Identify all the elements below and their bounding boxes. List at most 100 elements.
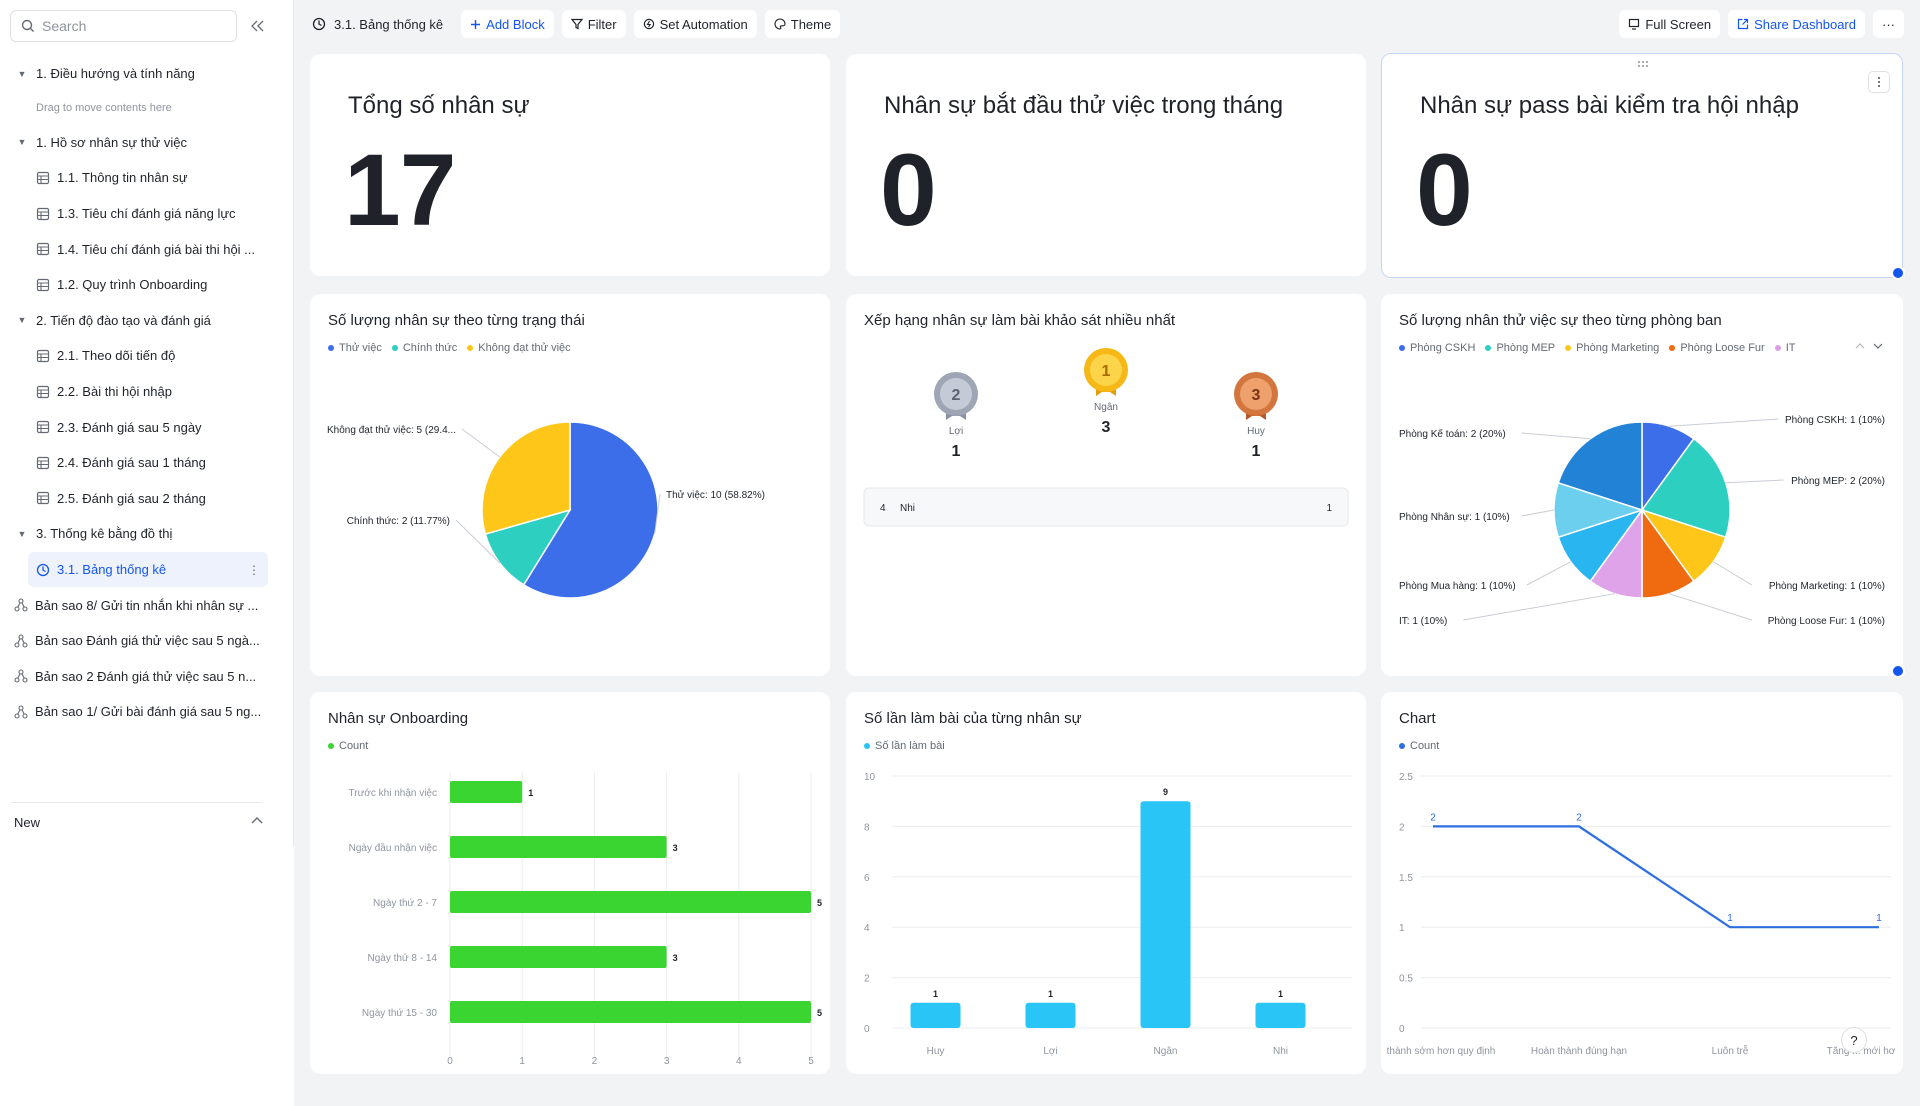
legend-item[interactable]: Count [1399, 740, 1439, 752]
bar[interactable] [1025, 1002, 1076, 1028]
caret-down-icon[interactable]: ▼ [17, 68, 27, 79]
help-button[interactable]: ? [1841, 1027, 1867, 1053]
sidebar-item[interactable]: 3.1. Bảng thống kê ⋮ [28, 551, 268, 588]
sidebar-item[interactable]: 2.5. Đánh giá sau 2 tháng [0, 481, 280, 517]
onboarding-bar-chart: 0 1 2 3 4 5 Trước khi nhận việc 1 Ngày đầu nhận … [349, 772, 822, 1067]
sidebar-item[interactable]: 2.1. Theo dõi tiến độ [0, 338, 280, 374]
sidebar-item[interactable]: 1.4. Tiêu chí đánh giá bài thi hội ... [0, 231, 280, 267]
sidebar-item-label: 1.1. Thông tin nhân sự [57, 170, 188, 186]
legend-item[interactable]: Phòng Marketing [1565, 342, 1659, 354]
bar[interactable] [1255, 1002, 1306, 1028]
chevron-up-icon[interactable] [1855, 342, 1865, 350]
sidebar-item-label: Drag to move contents here [36, 102, 172, 115]
kpi-title: Tổng số nhân sự [348, 92, 530, 119]
drag-handle-icon[interactable] [1636, 56, 1650, 74]
bar[interactable] [1140, 801, 1191, 1028]
sidebar-item[interactable]: 1.2. Quy trình Onboarding [0, 267, 280, 303]
bar[interactable] [450, 946, 667, 968]
sidebar-item[interactable]: ▼ 1. Điều hướng và tính năng [0, 56, 280, 92]
sidebar-item[interactable]: Bản sao 2 Đánh giá thử việc sau 5 n... [0, 659, 280, 695]
y-tick-label: 6 [864, 873, 870, 884]
bar[interactable] [450, 781, 523, 803]
caret-down-icon[interactable]: ▼ [17, 137, 27, 148]
sidebar-item[interactable]: 2.2. Bài thi hội nhập [0, 374, 280, 410]
bar[interactable] [450, 1001, 811, 1023]
search-input[interactable]: Search [10, 10, 237, 42]
data-label: 3 [673, 953, 678, 963]
chart-card-status-pie[interactable]: Số lượng nhân sự theo từng trạng thái Th… [310, 294, 830, 676]
chart-card-department-pie[interactable]: Số lượng nhân thử việc sự theo từng phòn… [1381, 294, 1903, 676]
resize-handle[interactable] [1891, 266, 1905, 280]
theme-button[interactable]: Theme [764, 10, 841, 38]
legend-item[interactable]: Count [328, 740, 368, 752]
sidebar-item[interactable]: 1.1. Thông tin nhân sự [0, 160, 280, 196]
more-icon[interactable]: ⋮ [248, 562, 260, 577]
pie-slice[interactable] [481, 421, 571, 536]
collapse-sidebar-icon[interactable] [248, 16, 268, 36]
sidebar-item[interactable]: Bản sao 1/ Gửi bài đánh giá sau 5 ng... [0, 694, 280, 730]
pie-leader-line [1712, 561, 1753, 586]
table-icon [36, 492, 50, 505]
chart-card-onboarding[interactable]: Nhân sự Onboarding Count 0 1 2 3 4 5 Trước khi… [310, 692, 830, 1074]
sidebar-item[interactable]: 2.3. Đánh giá sau 5 ngày [0, 409, 280, 445]
sidebar-item[interactable]: Bản sao Đánh giá thử việc sau 5 ngà... [0, 623, 280, 659]
pie-slice[interactable] [1640, 437, 1731, 539]
sidebar-item-label: 1.3. Tiêu chí đánh giá năng lực [57, 206, 236, 222]
caret-down-icon[interactable]: ▼ [17, 315, 27, 326]
ranking-row[interactable] [863, 487, 1349, 527]
y-tick-label: Ngày thứ 2 - 7 [373, 898, 437, 909]
medal-rank: 3 [1252, 387, 1261, 404]
y-tick-label: Ngày thứ 8 - 14 [367, 953, 437, 964]
sidebar-item[interactable]: ▼ 1. Hồ sơ nhân sự thử việc [0, 125, 280, 161]
legend-item[interactable]: Phòng CSKH [1399, 342, 1475, 354]
legend-item[interactable]: IT [1774, 342, 1795, 354]
set-automation-button[interactable]: Set Automation [633, 10, 757, 38]
ranking-card[interactable]: Xếp hạng nhân sự làm bài khảo sát nhiều … [846, 294, 1366, 676]
add-block-button[interactable]: Add Block [461, 10, 554, 38]
legend-pager[interactable] [1855, 342, 1883, 350]
chart-card-attempts[interactable]: Số lần làm bài của từng nhân sự Số lần l… [846, 692, 1366, 1074]
chevron-down-icon[interactable] [1873, 342, 1883, 350]
kpi-card-start-trial[interactable]: Nhân sự bắt đầu thử việc trong tháng 0 [846, 54, 1366, 276]
full-screen-button[interactable]: Full Screen [1619, 10, 1721, 38]
legend-item[interactable]: Số lần làm bài [864, 740, 945, 752]
bar[interactable] [910, 1002, 961, 1028]
sidebar-item[interactable]: ▼ 2. Tiến độ đào tạo và đánh giá [0, 303, 280, 339]
sidebar-item[interactable]: 1.3. Tiêu chí đánh giá năng lực [0, 196, 280, 232]
resize-handle[interactable] [1891, 664, 1905, 678]
kpi-card-total-staff[interactable]: Tổng số nhân sự 17 [310, 54, 830, 276]
pie-leader-line [654, 493, 661, 535]
sidebar-item[interactable]: Bản sao 8/ Gửi tin nhắn khi nhân sự ... [0, 587, 280, 623]
automation-icon [643, 18, 654, 30]
search-icon [21, 19, 34, 32]
chart-legend: Phòng CSKH Phòng MEP Phòng Marketing Phòng … [1399, 342, 1805, 354]
legend-item[interactable]: Phòng MEP [1485, 342, 1555, 354]
filter-button[interactable]: Filter [561, 10, 626, 38]
pie-slice[interactable] [1557, 421, 1643, 512]
legend-item[interactable]: Chính thức [391, 342, 457, 354]
sidebar-item[interactable]: ▼ 3. Thống kê bằng đồ thị [0, 516, 280, 552]
kpi-card-pass-test[interactable]: Nhân sự pass bài kiểm tra hội nhập 0 [1381, 53, 1903, 278]
caret-down-icon[interactable]: ▼ [17, 528, 27, 539]
new-section[interactable]: New [14, 815, 264, 830]
share-dashboard-button[interactable]: Share Dashboard [1728, 10, 1865, 38]
legend-item[interactable]: Không đạt thử việc [467, 342, 571, 354]
data-label: 1 [1876, 913, 1882, 924]
sidebar-item-label: 2.4. Đánh giá sau 1 tháng [57, 455, 206, 471]
sidebar-item[interactable]: 2.4. Đánh giá sau 1 tháng [0, 445, 280, 481]
search-placeholder: Search [42, 18, 87, 34]
bar[interactable] [450, 891, 811, 913]
more-options-button[interactable]: ··· [1873, 10, 1904, 38]
legend-item[interactable]: Thử việc [328, 342, 382, 354]
bar[interactable] [450, 836, 667, 858]
data-label: 2 [1576, 812, 1582, 823]
table-icon [36, 207, 50, 220]
card-menu-icon[interactable] [1868, 71, 1890, 93]
chart-legend: Count [328, 740, 378, 752]
legend-item[interactable]: Phòng Loose Fur [1669, 342, 1765, 354]
line-chart: 0 0.5 1 1.5 2 2.5 2 2 1 1 thành sớm hơn quy định Ho… [1387, 772, 1896, 1057]
y-tick-label: 8 [864, 822, 870, 833]
series-line[interactable] [1433, 825, 1879, 929]
chart-card-line[interactable]: Chart Count 0 0.5 1 1.5 2 2.5 2 2 1 1 thành sớm hơ… [1381, 692, 1903, 1074]
chevron-up-icon[interactable] [250, 815, 264, 825]
